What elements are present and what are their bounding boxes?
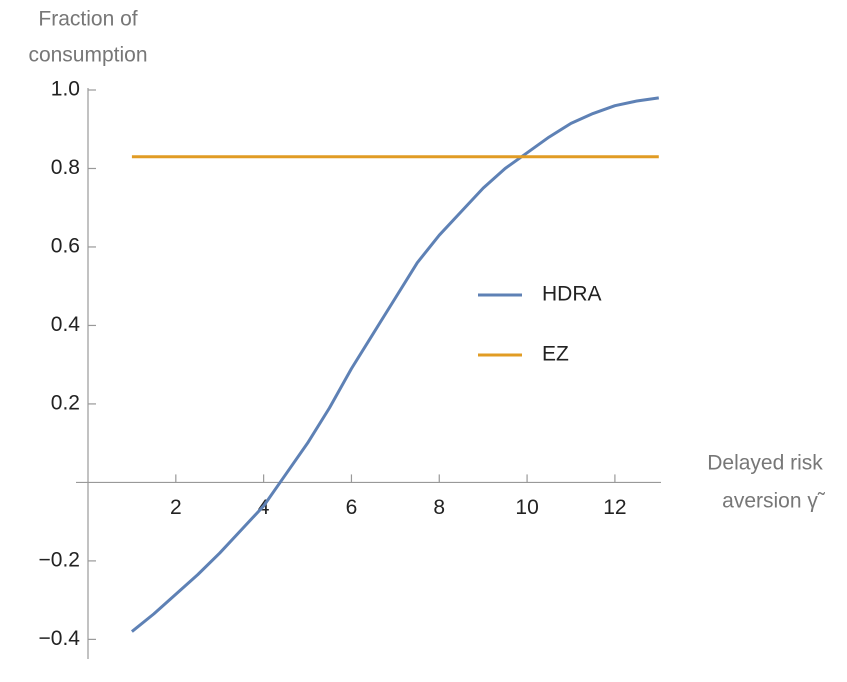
legend-label: HDRA bbox=[542, 283, 602, 306]
y-tick-label: 1.0 bbox=[51, 78, 80, 101]
y-tick-label: 0.6 bbox=[51, 235, 80, 258]
y-axis-label: consumption bbox=[28, 44, 147, 67]
y-tick-label: 0.8 bbox=[51, 156, 80, 179]
x-axis-label: aversion γ̃ bbox=[722, 490, 826, 513]
series-line bbox=[130, 96, 660, 633]
x-tick-label: 8 bbox=[433, 496, 445, 519]
y-tick-label: 0.4 bbox=[51, 313, 81, 336]
y-tick-label: 0.2 bbox=[51, 391, 80, 414]
x-axis-label: Delayed risk bbox=[707, 452, 823, 475]
y-axis-label: Fraction of bbox=[38, 8, 137, 31]
x-tick-label: 10 bbox=[515, 496, 538, 519]
y-tick-label: −0.2 bbox=[39, 548, 80, 571]
y-tick-label: −0.4 bbox=[39, 627, 81, 650]
x-tick-label: 6 bbox=[346, 496, 358, 519]
x-tick-label: 2 bbox=[170, 496, 182, 519]
legend-label: EZ bbox=[542, 343, 569, 366]
x-tick-label: 12 bbox=[603, 496, 626, 519]
